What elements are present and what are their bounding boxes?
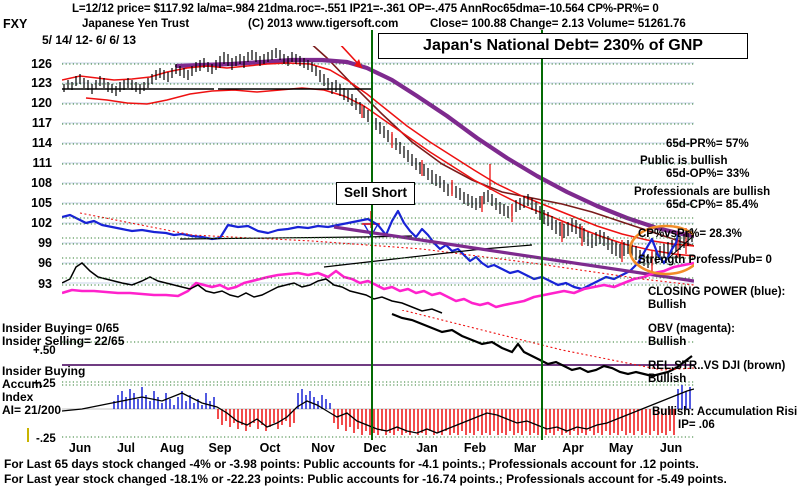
header-date-range: 5/ 14/ 12- 6/ 6/ 13 (42, 33, 137, 47)
insider-buying-count: Insider Buying= 0/65 (2, 321, 120, 335)
annotation-public-bullish: Public is bullish (640, 155, 728, 167)
annotation-closing-power-value: Bullish (648, 299, 687, 311)
tick-plus-25: +.25 (33, 378, 56, 390)
annotation-65d-cp: 65d-CP%= 85.4% (666, 199, 759, 211)
x-axis-month-jun1: Jun (68, 441, 92, 455)
tick-minus-25: -.25 (36, 433, 56, 445)
sell-short-label: Sell Short (344, 185, 408, 200)
y-axis-label-96: 96 (38, 256, 52, 270)
annotation-obv-value: Bullish (648, 336, 687, 348)
header-stats-line: L=12/12 price= $117.92 la/ma=.984 21dma.… (72, 3, 659, 15)
x-axis-month-oct: Oct (259, 441, 281, 455)
insider-selling-count: Insider Selling= 22/65 (2, 334, 125, 348)
header-quote-line: Close= 100.88 Change= 2.13 Volume= 51261… (430, 18, 686, 30)
closing-power-obv-panel (62, 205, 694, 315)
axis-origin-tick (27, 428, 29, 442)
y-axis-label-102: 102 (31, 216, 52, 230)
x-axis-month-feb: Feb (463, 441, 487, 455)
x-axis-month-jan: Jan (416, 441, 438, 455)
annotation-65d-pr: 65d-PR%= 57% (666, 138, 749, 150)
x-axis-month-jul: Jul (116, 441, 136, 455)
sell-short-callout: Sell Short (336, 182, 416, 205)
y-axis-label-117: 117 (31, 116, 52, 130)
footer-1year-summary: For Last year stock changed -18.1% or -2… (4, 472, 727, 486)
annotation-obv-label: OBV (magenta): (648, 323, 735, 335)
y-axis-label-126: 126 (31, 57, 52, 71)
tick-plus-50: +.50 (33, 345, 56, 357)
footer-65day-summary: For Last 65 days stock changed -4% or -3… (4, 457, 699, 471)
sell-short-down-arrow (340, 46, 363, 69)
annotation-closing-power-label: CLOSING POWER (blue): (648, 286, 786, 298)
y-axis-label-105: 105 (31, 196, 52, 210)
accum-index-title-line1: Insider Buying (2, 364, 86, 378)
x-axis-month-dec: Dec (363, 441, 387, 455)
x-axis-month-sep: Sep (208, 441, 232, 455)
accum-index-title-line4: AI= 21/200 (2, 403, 62, 417)
accumulation-index-panel (62, 383, 694, 441)
y-axis-label-99: 99 (38, 236, 52, 250)
event-vline-right (541, 30, 543, 440)
annotation-strength-prof-pub: Strength Profess/Pub= 0 (638, 254, 772, 266)
x-axis-month-jun2: Jun (659, 441, 683, 455)
x-axis-month-may: May (608, 441, 634, 455)
annotation-relstr-value: Bullish (648, 373, 687, 385)
annotation-prof-bullish: Professionals are bullish (634, 186, 771, 198)
header-ticker-symbol: FXY (3, 17, 28, 31)
headline-callout-box: Japan's National Debt= 230% of GNP (378, 33, 748, 59)
header-security-name: Japanese Yen Trust (82, 18, 190, 30)
annotation-accumulation-note: Bullish: Accumulation Risi (652, 406, 798, 418)
header-copyright: (C) 2013 www.tigersoft.com (248, 18, 399, 30)
x-axis-month-nov: Nov (311, 441, 335, 455)
price-bars (63, 48, 693, 268)
headline-callout-text: Japan's National Debt= 230% of GNP (423, 37, 703, 54)
x-axis-month-apr: Apr (562, 441, 584, 455)
accum-index-title-line3: Index (2, 390, 34, 404)
y-axis-label-114: 114 (31, 136, 52, 150)
y-axis-label-108: 108 (31, 176, 52, 190)
y-axis-label-111: 111 (32, 156, 52, 170)
y-axis-label-120: 120 (31, 96, 52, 110)
annotation-65d-op: 65d-OP%= 33% (666, 168, 750, 180)
rel-strength-panel (62, 310, 694, 390)
y-axis-label-93: 93 (38, 277, 52, 291)
accum-index-title-line2: Accum (2, 377, 43, 391)
x-axis-month-aug: Aug (159, 441, 185, 455)
event-vline-left (371, 30, 373, 440)
x-axis-month-mar: Mar (513, 441, 537, 455)
highlight-ellipse (628, 224, 694, 276)
annotation-ip-value: IP= .06 (678, 419, 715, 431)
annotation-relstr-label: REL.STR..VS DJI (brown) (648, 360, 786, 372)
y-axis-label-123: 123 (31, 76, 52, 90)
annotation-cp-vs-pr: CP%vsPr%= 28.3% (638, 228, 742, 240)
